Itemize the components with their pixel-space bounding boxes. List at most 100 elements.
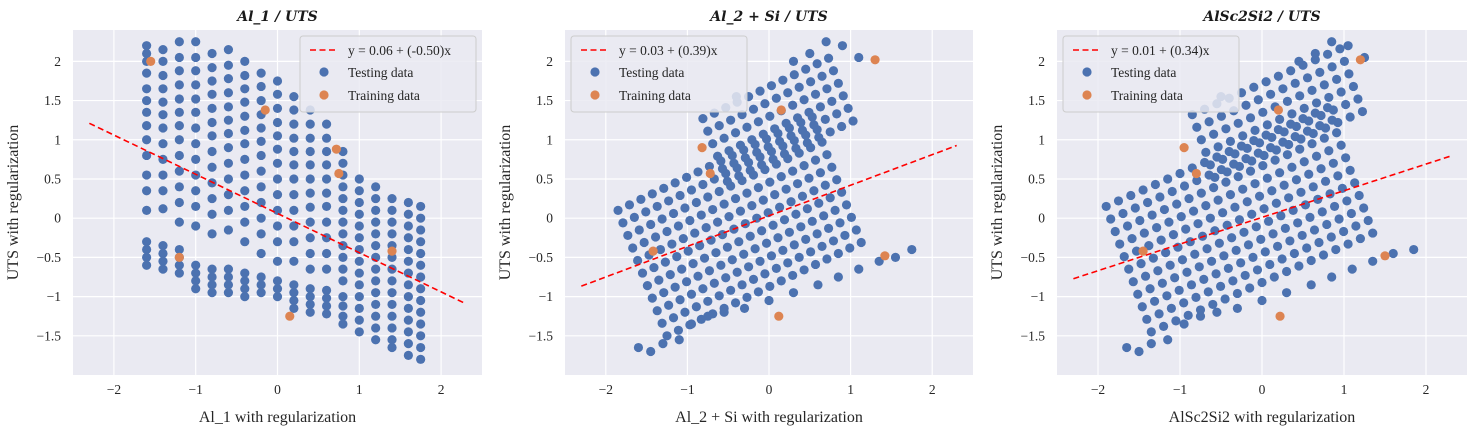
testing-point (223, 264, 234, 274)
testing-point (403, 315, 413, 325)
testing-point (874, 256, 884, 266)
testing-point (1256, 234, 1266, 244)
testing-point (801, 64, 811, 74)
testing-point (1221, 124, 1231, 134)
testing-point (792, 179, 803, 189)
testing-point (272, 76, 283, 86)
legend: y = 0.06 + (-0.50)x Testing data Training … (299, 35, 477, 113)
testing-point (1316, 110, 1326, 121)
testing-point (289, 237, 299, 247)
testing-point (1124, 264, 1134, 274)
testing-point (788, 100, 798, 110)
testing-point (1368, 228, 1378, 238)
testing-point (742, 188, 752, 198)
testing-point (696, 210, 706, 220)
testing-point (174, 260, 184, 270)
testing-point (1134, 346, 1144, 357)
testing-point (1179, 181, 1190, 191)
legend-fit-label: y = 0.01 + (0.34)x (1111, 43, 1210, 58)
testing-point (305, 307, 315, 317)
testing-point (815, 168, 826, 178)
testing-point (623, 230, 633, 241)
testing-point (801, 234, 811, 244)
testing-point (678, 233, 688, 244)
testing-point (1225, 136, 1236, 146)
testing-point (1279, 127, 1289, 137)
training-point (1179, 143, 1189, 153)
testing-point (1247, 209, 1257, 219)
testing-point (792, 113, 803, 123)
testing-point (223, 280, 234, 290)
testing-point (1343, 239, 1353, 249)
testing-point (662, 331, 672, 341)
testing-point (764, 295, 774, 306)
testing-point (240, 139, 250, 149)
testing-point (416, 284, 426, 294)
testing-point (802, 138, 812, 148)
testing-point (1218, 154, 1228, 164)
testing-point (1245, 113, 1256, 123)
testing-point (825, 127, 835, 137)
testing-point (856, 237, 866, 248)
testing-point (755, 256, 765, 266)
testing-point (289, 295, 299, 306)
testing-point (191, 268, 201, 278)
testing-point (223, 45, 234, 55)
testing-point (142, 41, 152, 51)
testing-point (305, 233, 315, 243)
testing-point (1257, 295, 1267, 306)
testing-point (1300, 200, 1311, 210)
testing-point (647, 189, 657, 199)
testing-point (833, 78, 843, 88)
testing-point (1267, 186, 1277, 196)
testing-point (289, 133, 299, 143)
testing-point (1139, 228, 1149, 238)
testing-point (174, 94, 184, 104)
testing-point (1161, 248, 1171, 258)
x-tick-label: −2 (599, 382, 613, 397)
testing-point (142, 252, 152, 262)
testing-point (387, 229, 397, 239)
testing-point (812, 229, 822, 239)
testing-point (647, 293, 657, 303)
testing-point (1282, 288, 1292, 298)
testing-point (256, 136, 266, 146)
testing-point (734, 237, 744, 247)
testing-point (719, 133, 729, 143)
testing-point (1254, 138, 1265, 148)
testing-point (1177, 255, 1188, 265)
testing-point (387, 205, 397, 215)
testing-point (338, 205, 348, 215)
testing-point (403, 244, 413, 255)
chart-title: AlSc2Si2 / UTS (1201, 9, 1320, 25)
testing-point (726, 285, 736, 295)
testing-point (760, 269, 770, 279)
testing-point (804, 107, 814, 117)
testing-point (207, 89, 217, 99)
testing-point (1144, 241, 1154, 251)
testing-point (338, 241, 348, 251)
testing-point (815, 102, 826, 112)
testing-point (1201, 147, 1211, 157)
testing-point (1136, 259, 1146, 269)
testing-point (1261, 77, 1271, 87)
y-tick-label: 1.5 (536, 93, 553, 108)
training-point (870, 55, 880, 65)
testing-point (207, 63, 217, 73)
testing-point (673, 221, 684, 231)
testing-point (821, 37, 831, 47)
testing-point (1317, 207, 1327, 217)
testing-point (272, 284, 283, 294)
testing-point (207, 209, 217, 219)
testing-point (223, 174, 234, 184)
testing-point (761, 238, 772, 248)
testing-point (1231, 245, 1241, 255)
testing-point (387, 311, 397, 321)
testing-point (1167, 186, 1177, 197)
x-tick-label: 1 (1341, 382, 1348, 397)
testing-point (1242, 143, 1252, 153)
testing-point (338, 264, 348, 274)
testing-point (652, 201, 662, 212)
testing-point (207, 103, 217, 114)
testing-point (841, 200, 852, 210)
